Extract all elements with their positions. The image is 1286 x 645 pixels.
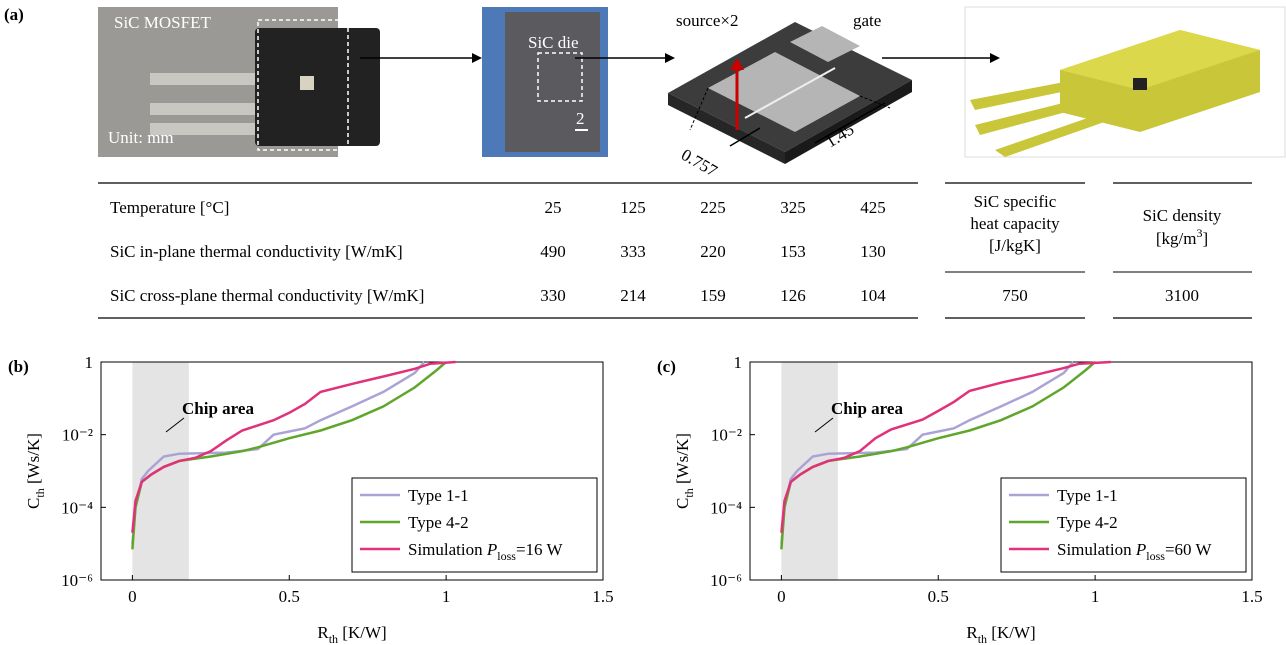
package bbox=[255, 28, 380, 146]
cell: 25 bbox=[545, 198, 562, 217]
label-part: C bbox=[24, 498, 43, 509]
figure: (a) SiC MOSFET Unit: mm SiC die 2 source… bbox=[0, 0, 1286, 645]
subscript: loss bbox=[497, 549, 516, 563]
header-part: [kg/m bbox=[1156, 229, 1197, 248]
photo-title: SiC MOSFET bbox=[114, 13, 211, 32]
cell: 130 bbox=[860, 242, 886, 261]
subscript: th bbox=[329, 632, 338, 645]
cell: 126 bbox=[780, 286, 806, 305]
cell: 425 bbox=[860, 198, 886, 217]
photo-label: SiC die bbox=[528, 33, 579, 52]
label-part: Simulation bbox=[408, 540, 487, 559]
subscript: th bbox=[978, 632, 987, 645]
axis-label: Rth [K/W] bbox=[317, 623, 386, 645]
panel-label: (c) bbox=[657, 357, 676, 376]
x-tick-label: 1 bbox=[442, 587, 451, 606]
model-die bbox=[1133, 78, 1147, 90]
photo-note: Unit: mm bbox=[108, 128, 174, 147]
x-tick-label: 1.5 bbox=[1241, 587, 1262, 606]
y-tick-label: 10⁻⁴ bbox=[710, 498, 742, 517]
x-tick-label: 0 bbox=[777, 587, 786, 606]
cell: 153 bbox=[780, 242, 806, 261]
axis-label: Cth [Ws/K] bbox=[24, 433, 47, 509]
cell: 125 bbox=[620, 198, 646, 217]
legend-label: Type 4-2 bbox=[408, 513, 469, 532]
column-header: heat capacity bbox=[970, 214, 1060, 233]
label-part: C bbox=[673, 498, 692, 509]
axis-label: Cth [Ws/K] bbox=[673, 433, 696, 509]
label-var: P bbox=[486, 540, 497, 559]
axis-label: Rth [K/W] bbox=[966, 623, 1035, 645]
cell: 225 bbox=[700, 198, 726, 217]
shaded-region bbox=[132, 362, 188, 580]
y-tick-label: 1 bbox=[734, 353, 743, 372]
cell: 104 bbox=[860, 286, 886, 305]
column-header: [J/kgK] bbox=[989, 236, 1041, 255]
column-header: SiC density bbox=[1143, 206, 1222, 225]
label-part: =60 W bbox=[1165, 540, 1213, 559]
subscript: loss bbox=[1146, 549, 1165, 563]
x-tick-label: 0.5 bbox=[279, 587, 300, 606]
legend-label: Type 1-1 bbox=[1057, 486, 1118, 505]
annotation: Chip area bbox=[182, 399, 254, 418]
dimension-label: 0.757 bbox=[678, 145, 721, 181]
label-part: R bbox=[966, 623, 978, 642]
legend-label: Type 1-1 bbox=[408, 486, 469, 505]
label-part: [Ws/K] bbox=[24, 433, 43, 488]
x-tick-label: 1 bbox=[1091, 587, 1100, 606]
label-part: Simulation bbox=[1057, 540, 1136, 559]
x-tick-label: 0 bbox=[128, 587, 137, 606]
shaded-region bbox=[781, 362, 837, 580]
y-tick-label: 10⁻⁴ bbox=[61, 498, 93, 517]
label-part: [K/W] bbox=[338, 623, 387, 642]
column-header: [kg/m3] bbox=[1156, 226, 1208, 248]
cell: 3100 bbox=[1165, 286, 1199, 305]
cell: 159 bbox=[700, 286, 726, 305]
callout: gate bbox=[853, 11, 881, 30]
cell: 330 bbox=[540, 286, 566, 305]
y-tick-label: 1 bbox=[85, 353, 94, 372]
lead bbox=[150, 73, 270, 85]
label-part: [K/W] bbox=[987, 623, 1036, 642]
cell: 325 bbox=[780, 198, 806, 217]
cell: 490 bbox=[540, 242, 566, 261]
panel-label: (a) bbox=[4, 5, 24, 24]
cell: 750 bbox=[1002, 286, 1028, 305]
row-label: SiC in-plane thermal conductivity [W/mK] bbox=[110, 242, 403, 261]
scale-label: 2 bbox=[576, 109, 585, 128]
panel-label: (b) bbox=[8, 357, 29, 376]
header-part: ] bbox=[1202, 229, 1208, 248]
subscript: th bbox=[33, 488, 47, 497]
label-part: R bbox=[317, 623, 329, 642]
row-label: Temperature [°C] bbox=[110, 198, 229, 217]
x-tick-label: 1.5 bbox=[592, 587, 613, 606]
cell: 220 bbox=[700, 242, 726, 261]
lead bbox=[150, 103, 270, 115]
cell: 214 bbox=[620, 286, 646, 305]
y-tick-label: 10⁻² bbox=[711, 426, 742, 445]
legend-label: Type 4-2 bbox=[1057, 513, 1118, 532]
label-part: =16 W bbox=[516, 540, 564, 559]
label-part: [Ws/K] bbox=[673, 433, 692, 488]
y-tick-label: 10⁻² bbox=[62, 426, 93, 445]
column-header: SiC specific bbox=[974, 192, 1057, 211]
annotation: Chip area bbox=[831, 399, 903, 418]
x-tick-label: 0.5 bbox=[928, 587, 949, 606]
label-var: P bbox=[1135, 540, 1146, 559]
cell: 333 bbox=[620, 242, 646, 261]
die bbox=[300, 76, 314, 90]
y-tick-label: 10⁻⁶ bbox=[61, 571, 93, 590]
subscript: th bbox=[682, 488, 696, 497]
row-label: SiC cross-plane thermal conductivity [W/… bbox=[110, 286, 424, 305]
y-tick-label: 10⁻⁶ bbox=[710, 571, 742, 590]
callout: source×2 bbox=[676, 11, 738, 30]
